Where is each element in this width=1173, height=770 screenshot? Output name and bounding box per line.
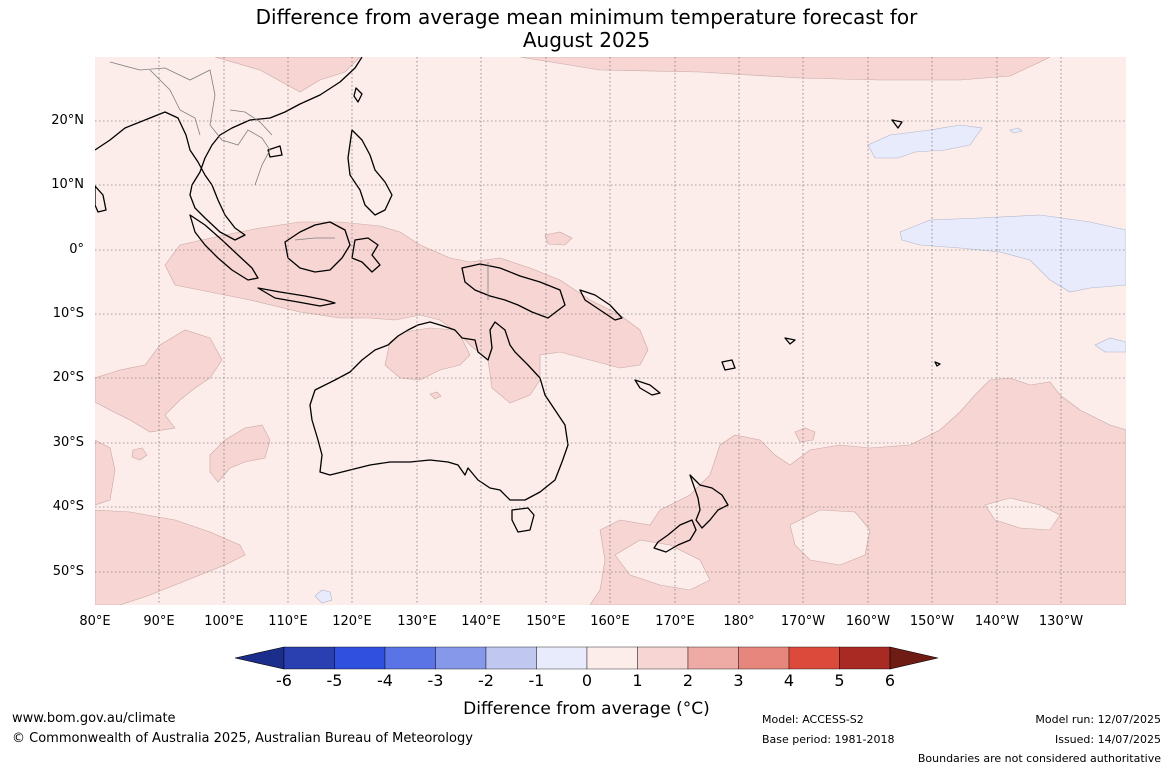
copyright-text: © Commonwealth of Australia 2025, Austra… (12, 731, 473, 746)
lon-label-110e: 110°E (268, 614, 308, 629)
colorbar (234, 646, 939, 670)
colorbar-tick-label: -3 (427, 671, 444, 690)
model-run-date: Model run: 12/07/2025 (1035, 713, 1161, 726)
lon-label-150w: 150°W (909, 614, 955, 629)
colorbar-cells (234, 646, 939, 670)
new-zealand-north-island (689, 474, 729, 529)
sumatra-coastline (189, 214, 259, 281)
southeast-asia-coastline (95, 57, 363, 241)
website-link[interactable]: www.bom.gov.au/climate (12, 711, 176, 726)
warm-anomaly-regions (95, 57, 1126, 605)
forecast-map (95, 57, 1126, 605)
colorbar-cell (334, 646, 386, 670)
colorbar-tick-label: 2 (682, 671, 694, 690)
colorbar-tick-label: 0 (581, 671, 593, 690)
warm-region-southern-ocean-west (95, 509, 246, 605)
lon-label-170e: 170°E (655, 614, 695, 629)
disclaimer-text: Boundaries are not considered authoritat… (917, 752, 1161, 765)
lat-label-10n: 10°N (51, 177, 84, 192)
colorbar-tick-label: -4 (377, 671, 393, 690)
colorbar-cell (687, 646, 739, 670)
issued-date: Issued: 14/07/2025 (1054, 733, 1161, 746)
sri-lanka (95, 185, 107, 213)
colorbar-tick-label: -2 (478, 671, 494, 690)
graticule (95, 57, 1126, 605)
cool-anomaly-regions (314, 124, 1126, 604)
colorbar-tick-label: 6 (884, 671, 896, 690)
cool-region-southern-ocean (314, 589, 333, 604)
warm-region-tasman-south-pacific (589, 377, 1126, 605)
cool-region-north-pacific (867, 124, 983, 159)
lon-label-130w: 130°W (1038, 614, 1084, 629)
lon-label-150e: 150°E (526, 614, 566, 629)
lon-label-130e: 130°E (397, 614, 437, 629)
neutral-holes (131, 231, 1061, 591)
base-period: Base period: 1981-2018 (762, 733, 895, 746)
lon-label-100e: 100°E (204, 614, 244, 629)
country-borders (109, 61, 489, 300)
lat-label-0: 0° (69, 242, 84, 257)
new-guinea-coastline (461, 263, 566, 319)
tasmania-coastline (511, 507, 535, 533)
colorbar-cell (485, 646, 537, 670)
warm-region-maritime (164, 221, 649, 404)
warm-region-indian-ocean-south (209, 424, 271, 483)
lat-label-50s: 50°S (52, 564, 84, 579)
lon-label-170w: 170°W (780, 614, 826, 629)
colorbar-tick-label: 3 (733, 671, 744, 690)
colorbar-arrow-low (234, 646, 285, 670)
lat-label-20n: 20°N (51, 113, 84, 128)
map-subtitle: August 2025 (522, 28, 651, 52)
warm-region-north-central-pacific (519, 57, 1051, 81)
coastlines (95, 57, 941, 553)
hainan-taiwan (267, 87, 363, 158)
colorbar-cell (283, 646, 335, 670)
map-title: Difference from average mean minimum tem… (255, 5, 918, 29)
colorbar-cell (788, 646, 840, 670)
colorbar-cell (536, 646, 588, 670)
warm-region-indian-ocean-southwest (95, 439, 116, 506)
colorbar-tick-label: 4 (783, 671, 795, 690)
lon-label-160e: 160°E (590, 614, 630, 629)
new-zealand-south-island (653, 519, 697, 553)
cool-region-small (1009, 127, 1023, 134)
colorbar-cell (637, 646, 689, 670)
cool-region-central-pacific (899, 214, 1126, 293)
borneo-coastline (284, 221, 351, 273)
colorbar-tick-label: -1 (528, 671, 545, 690)
colorbar-cell (738, 646, 790, 670)
lat-label-30s: 30°S (52, 435, 84, 450)
model-name: Model: ACCESS-S2 (762, 713, 864, 726)
colorbar-cell (435, 646, 487, 670)
lat-label-20s: 20°S (52, 370, 84, 385)
colorbar-arrow-high (889, 646, 939, 670)
lon-label-140e: 140°E (461, 614, 501, 629)
warm-region-north-pacific (214, 57, 361, 93)
colorbar-tick-label: -6 (276, 671, 292, 690)
lat-label-40s: 40°S (52, 499, 84, 514)
colorbar-tick-label: 1 (632, 671, 643, 690)
colorbar-cell (384, 646, 436, 670)
lon-label-140w: 140°W (974, 614, 1020, 629)
colorbar-tick-label: 5 (834, 671, 845, 690)
warm-region-indian-ocean-west (95, 329, 223, 433)
lat-label-10s: 10°S (52, 306, 84, 321)
lon-label-180: 180° (723, 614, 755, 629)
lon-label-90e: 90°E (143, 614, 175, 629)
colorbar-tick-label: -5 (326, 671, 343, 690)
lon-label-160w: 160°W (845, 614, 891, 629)
colorbar-label: Difference from average (°C) (463, 699, 710, 719)
philippines-coastline (347, 129, 393, 216)
sulawesi-coastline (351, 237, 381, 273)
colorbar-cell (586, 646, 638, 670)
pacific-islands (579, 119, 941, 396)
colorbar-cell (839, 646, 891, 670)
australia-coastline (309, 321, 569, 501)
cool-region-east-pacific (1094, 337, 1126, 353)
warm-region-south-pacific-small (794, 427, 816, 443)
lon-label-80e: 80°E (79, 614, 111, 629)
lon-label-120e: 120°E (332, 614, 372, 629)
java-coastline (257, 287, 336, 307)
